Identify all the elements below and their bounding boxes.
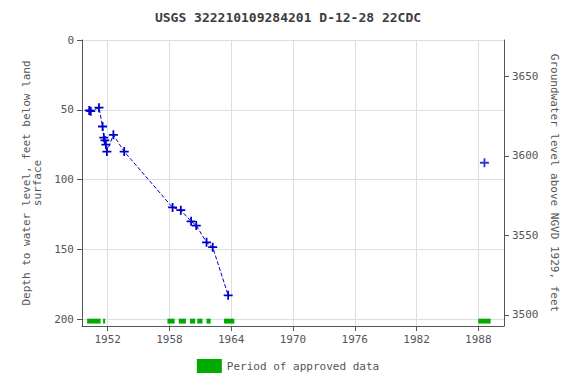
svg-text:100: 100	[54, 173, 74, 186]
svg-text:3650: 3650	[512, 70, 539, 83]
svg-text:1958: 1958	[156, 333, 183, 346]
svg-text:3600: 3600	[512, 149, 539, 162]
svg-text:3550: 3550	[512, 229, 539, 242]
svg-text:Depth to water level, feet bel: Depth to water level, feet below land	[20, 60, 34, 306]
svg-text:USGS 322210109284201 D-12-28 2: USGS 322210109284201 D-12-28 22CDC	[155, 10, 421, 25]
svg-text:Period of approved data: Period of approved data	[227, 360, 379, 373]
svg-text:0: 0	[67, 34, 74, 47]
svg-text:1988: 1988	[465, 333, 492, 346]
svg-text:50: 50	[61, 103, 74, 116]
svg-text:surface: surface	[31, 160, 44, 206]
svg-text:1952: 1952	[94, 333, 121, 346]
svg-text:Groundwater level above NGVD 1: Groundwater level above NGVD 1929, feet	[548, 54, 561, 312]
svg-text:1970: 1970	[280, 333, 307, 346]
svg-text:150: 150	[54, 243, 74, 256]
svg-text:1964: 1964	[218, 333, 245, 346]
svg-text:1982: 1982	[403, 333, 430, 346]
svg-text:3500: 3500	[512, 308, 539, 321]
svg-text:200: 200	[54, 313, 74, 326]
svg-text:1976: 1976	[342, 333, 369, 346]
